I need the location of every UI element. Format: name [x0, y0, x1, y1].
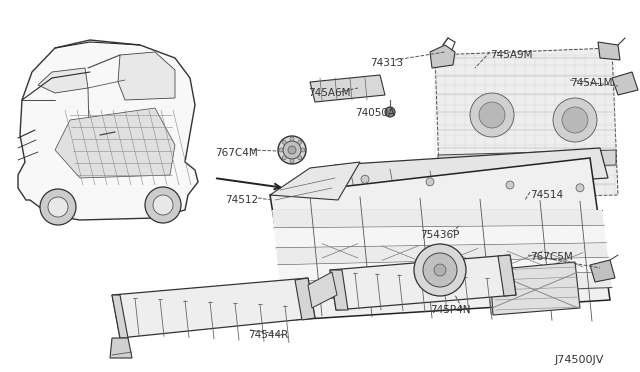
Circle shape [283, 141, 301, 159]
Polygon shape [438, 150, 616, 170]
Text: 767C5M: 767C5M [530, 252, 573, 262]
Polygon shape [490, 262, 580, 315]
Polygon shape [274, 225, 606, 248]
Polygon shape [330, 255, 516, 310]
Circle shape [426, 178, 434, 186]
Text: 745A1M: 745A1M [570, 78, 612, 88]
Circle shape [388, 110, 392, 114]
Text: 745P4N: 745P4N [430, 305, 470, 315]
Text: 767C4M: 767C4M [215, 148, 258, 158]
Circle shape [553, 98, 597, 142]
Polygon shape [280, 272, 612, 300]
Circle shape [290, 137, 294, 141]
Text: 74512: 74512 [225, 195, 258, 205]
Circle shape [298, 156, 302, 160]
Circle shape [40, 189, 76, 225]
Circle shape [48, 197, 68, 217]
Circle shape [361, 175, 369, 183]
Polygon shape [430, 45, 455, 68]
Circle shape [290, 159, 294, 163]
Polygon shape [118, 52, 175, 100]
Polygon shape [110, 338, 132, 358]
Circle shape [301, 148, 305, 152]
Text: 74544R: 74544R [248, 330, 288, 340]
Text: 74313: 74313 [370, 58, 403, 68]
Text: J74500JV: J74500JV [555, 355, 604, 365]
Polygon shape [38, 68, 88, 93]
Text: 74050A: 74050A [355, 108, 395, 118]
Polygon shape [55, 108, 175, 178]
Polygon shape [498, 255, 516, 296]
Circle shape [470, 93, 514, 137]
Polygon shape [112, 295, 128, 338]
Polygon shape [18, 40, 198, 220]
Circle shape [385, 107, 395, 117]
Text: 75436P: 75436P [420, 230, 460, 240]
Circle shape [506, 181, 514, 189]
Circle shape [278, 136, 306, 164]
Circle shape [279, 148, 283, 152]
Polygon shape [612, 72, 638, 95]
Circle shape [576, 184, 584, 192]
Polygon shape [310, 75, 385, 102]
Polygon shape [112, 278, 315, 338]
Circle shape [153, 195, 173, 215]
Polygon shape [272, 210, 604, 228]
Circle shape [414, 244, 466, 296]
Circle shape [298, 140, 302, 144]
Polygon shape [278, 257, 610, 282]
Polygon shape [335, 148, 608, 195]
Polygon shape [270, 162, 360, 200]
Polygon shape [598, 42, 620, 60]
Circle shape [423, 253, 457, 287]
Text: 745A9M: 745A9M [490, 50, 532, 60]
Circle shape [434, 264, 446, 276]
Text: 74514: 74514 [530, 190, 563, 200]
Polygon shape [590, 260, 615, 282]
Polygon shape [435, 48, 618, 200]
Text: 745A6M: 745A6M [308, 88, 351, 98]
Polygon shape [330, 270, 348, 310]
Circle shape [145, 187, 181, 223]
Circle shape [288, 146, 296, 154]
Circle shape [282, 156, 286, 160]
Polygon shape [270, 158, 610, 320]
Circle shape [562, 107, 588, 133]
Polygon shape [295, 278, 315, 320]
Polygon shape [308, 272, 337, 308]
Circle shape [282, 140, 286, 144]
Polygon shape [276, 243, 608, 265]
Circle shape [479, 102, 505, 128]
